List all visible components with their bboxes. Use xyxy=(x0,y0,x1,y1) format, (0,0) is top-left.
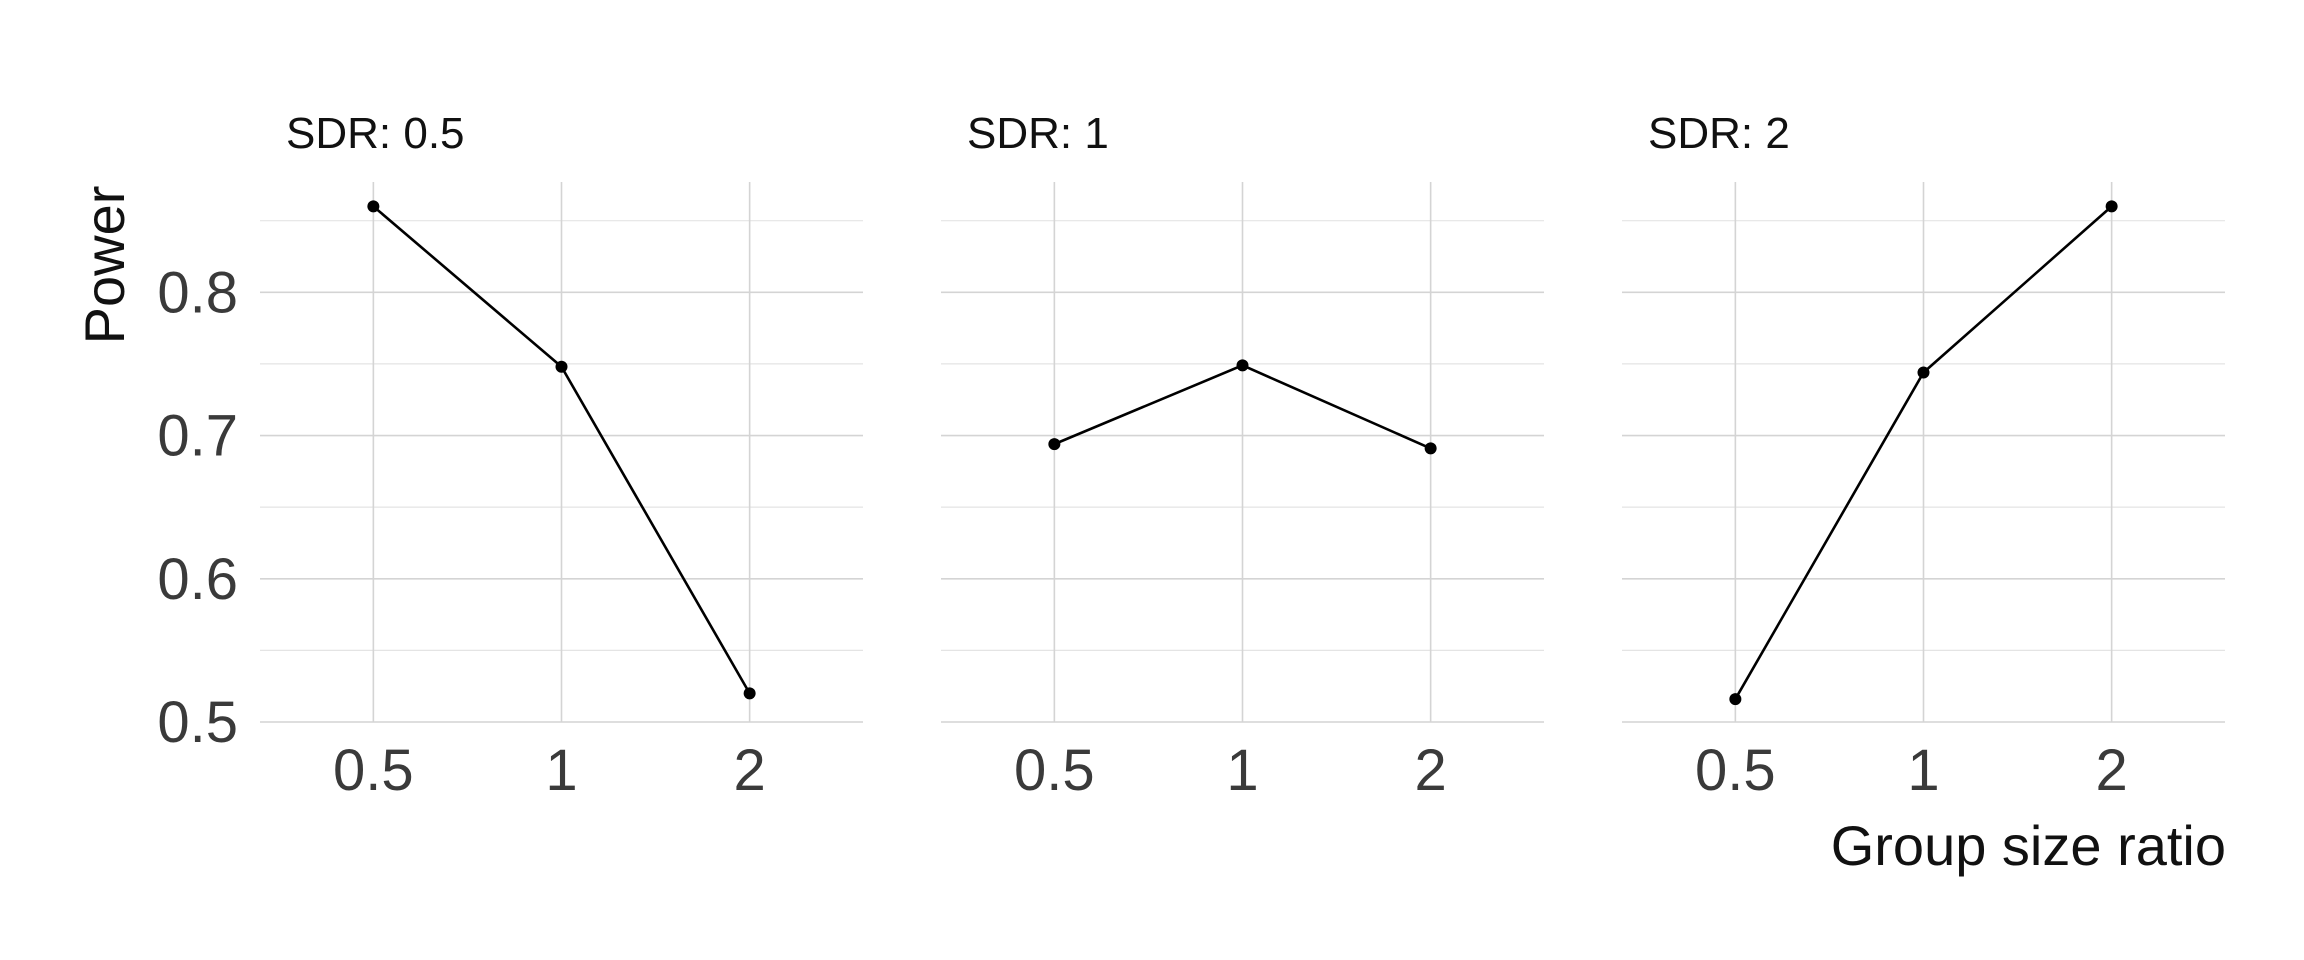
data-point xyxy=(1917,366,1930,379)
facet-panel: SDR: 2 0.5 1 2 xyxy=(1622,109,2225,803)
y-tick-label: 0.5 xyxy=(157,690,238,755)
data-point xyxy=(367,200,380,213)
x-tick-label: 2 xyxy=(2096,738,2128,803)
facet-title: SDR: 1 xyxy=(967,109,1109,158)
facet-title: SDR: 0.5 xyxy=(286,109,465,158)
data-point xyxy=(743,687,756,700)
x-tick-label: 1 xyxy=(1226,738,1258,803)
data-point xyxy=(1729,693,1742,706)
facet-panel: SDR: 0.5 0.5 1 2 xyxy=(260,109,863,803)
x-tick-label: 0.5 xyxy=(333,738,414,803)
data-point xyxy=(1424,442,1437,455)
x-tick-label: 2 xyxy=(734,738,766,803)
data-point xyxy=(1236,359,1249,372)
y-tick-label: 0.8 xyxy=(157,260,238,325)
y-axis-ticks: 0.5 0.6 0.7 0.8 xyxy=(157,260,238,755)
x-axis-title: Group size ratio xyxy=(1831,814,2226,877)
data-point xyxy=(555,360,568,373)
data-point xyxy=(2105,200,2118,213)
facet-panels: SDR: 0.5 0.5 1 2 SDR: 1 0.5 1 2 SDR: 2 0.5 1 2 xyxy=(260,109,2225,803)
x-tick-label: 0.5 xyxy=(1695,738,1776,803)
y-tick-label: 0.7 xyxy=(157,404,238,469)
x-tick-label: 1 xyxy=(1907,738,1939,803)
x-tick-label: 0.5 xyxy=(1014,738,1095,803)
x-tick-label: 2 xyxy=(1415,738,1447,803)
y-tick-label: 0.6 xyxy=(157,547,238,612)
y-axis-title: Power xyxy=(73,186,136,345)
data-point xyxy=(1048,438,1061,451)
facet-title: SDR: 2 xyxy=(1648,109,1790,158)
x-tick-label: 1 xyxy=(545,738,577,803)
facet-panel: SDR: 1 0.5 1 2 xyxy=(941,109,1544,803)
